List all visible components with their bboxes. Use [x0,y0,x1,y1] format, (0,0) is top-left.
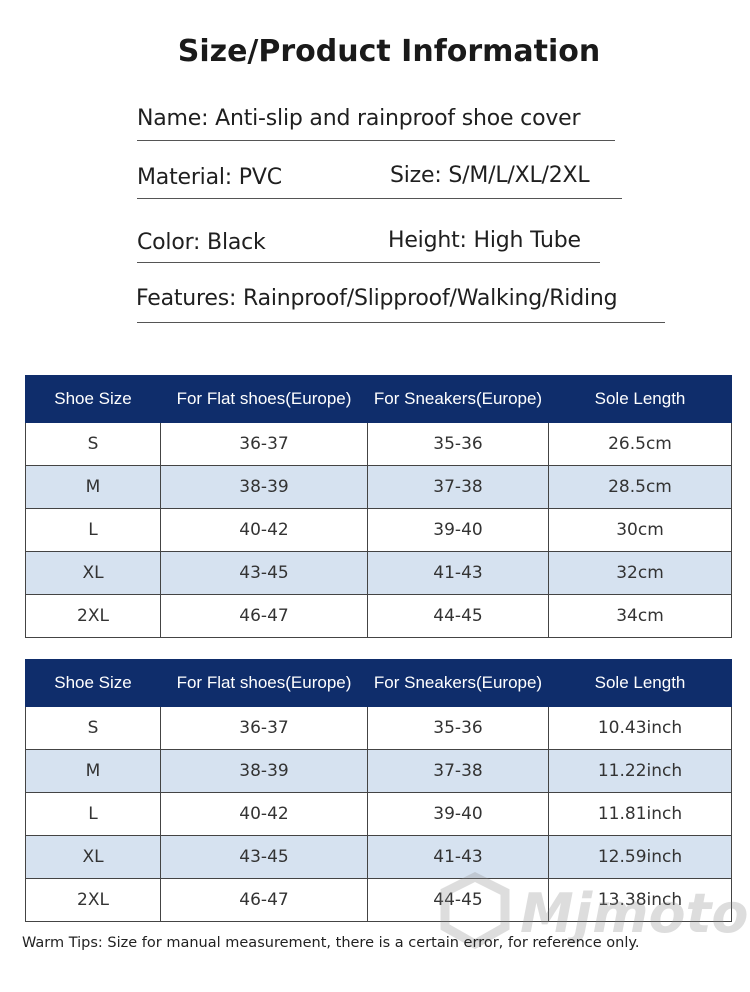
column-header: Shoe Size [25,375,161,423]
table-row: L 40-42 39-40 30cm [25,508,732,552]
table-cell: 40-42 [160,792,368,836]
column-header: Sole Length [548,375,732,423]
table-row: XL 43-45 41-43 12.59inch [25,835,732,879]
table-cell: 44-45 [367,594,549,638]
table-row: XL 43-45 41-43 32cm [25,551,732,595]
table-row: S 36-37 35-36 10.43inch [25,706,732,750]
table-cell: S [25,422,161,466]
table-cell: 35-36 [367,422,549,466]
table-row: S 36-37 35-36 26.5cm [25,422,732,466]
column-header: For Sneakers(Europe) [367,375,549,423]
table-cell: 2XL [25,594,161,638]
table-cell: 41-43 [367,551,549,595]
product-size: Size: S/M/L/XL/2XL [390,163,590,188]
table-cell: 41-43 [367,835,549,879]
table-cell: 38-39 [160,465,368,509]
table-cell: 11.81inch [548,792,732,836]
table-cell: 46-47 [160,878,368,922]
table-cell: 44-45 [367,878,549,922]
page-title: Size/Product Information [177,34,601,69]
table-cell: M [25,465,161,509]
divider [137,262,600,263]
table-cell: 43-45 [160,835,368,879]
table-cell: 40-42 [160,508,368,552]
table-cell: S [25,706,161,750]
table-cell: XL [25,835,161,879]
table-cell: 30cm [548,508,732,552]
column-header: For Sneakers(Europe) [367,659,549,707]
product-material: Material: PVC [137,165,282,190]
size-table-inch: Shoe Size For Flat shoes(Europe) For Sneak… [25,659,732,922]
product-height: Height: High Tube [388,228,581,253]
table-cell: 26.5cm [548,422,732,466]
divider [137,140,615,141]
table-cell: 36-37 [160,706,368,750]
table-row: L 40-42 39-40 11.81inch [25,792,732,836]
table-cell: 43-45 [160,551,368,595]
column-header: Shoe Size [25,659,161,707]
table-cell: 28.5cm [548,465,732,509]
table-cell: 37-38 [367,749,549,793]
table-cell: 12.59inch [548,835,732,879]
table-row: M 38-39 37-38 28.5cm [25,465,732,509]
table-cell: 2XL [25,878,161,922]
table-cell: 35-36 [367,706,549,750]
table-cell: M [25,749,161,793]
table-cell: 38-39 [160,749,368,793]
column-header: Sole Length [548,659,732,707]
warm-tips: Warm Tips: Size for manual measurement, … [22,935,640,951]
table-cell: 34cm [548,594,732,638]
table-cell: 46-47 [160,594,368,638]
table-cell: 37-38 [367,465,549,509]
divider [137,322,665,323]
table-cell: 32cm [548,551,732,595]
table-row: 2XL 46-47 44-45 34cm [25,594,732,638]
product-features: Features: Rainproof/Slipproof/Walking/Ri… [136,286,618,311]
table-row: M 38-39 37-38 11.22inch [25,749,732,793]
header-row: Shoe Size For Flat shoes(Europe) For Sneak… [25,375,732,423]
size-table-cm: Shoe Size For Flat shoes(Europe) For Sneak… [25,375,732,638]
product-name: Name: Anti-slip and rainproof shoe cover [137,106,581,131]
table-cell: 10.43inch [548,706,732,750]
table-row: 2XL 46-47 44-45 13.38inch [25,878,732,922]
table-cell: L [25,792,161,836]
divider [137,198,622,199]
table-cell: 13.38inch [548,878,732,922]
column-header: For Flat shoes(Europe) [160,375,368,423]
column-header: For Flat shoes(Europe) [160,659,368,707]
product-color: Color: Black [137,230,266,255]
table-cell: 39-40 [367,508,549,552]
table-cell: XL [25,551,161,595]
header-row: Shoe Size For Flat shoes(Europe) For Sneak… [25,659,732,707]
table-cell: 39-40 [367,792,549,836]
table-cell: 36-37 [160,422,368,466]
table-cell: L [25,508,161,552]
table-cell: 11.22inch [548,749,732,793]
